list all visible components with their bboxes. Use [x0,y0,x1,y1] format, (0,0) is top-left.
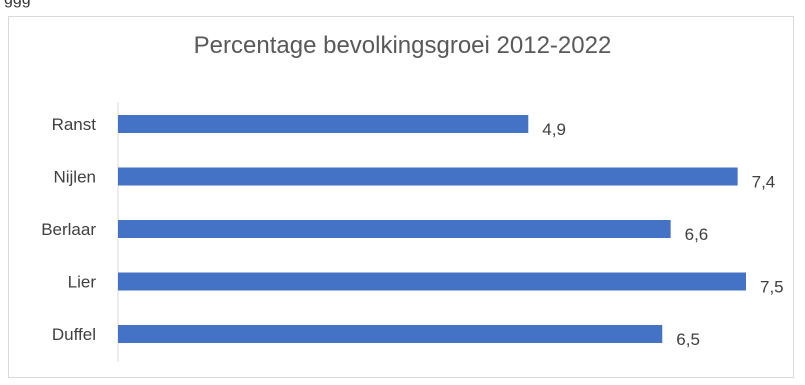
data-label: 4,9 [542,120,566,139]
bar-duffel [118,325,663,343]
chart-title: Percentage bevolkingsgroei 2012-2022 [193,32,612,59]
data-label: 6,6 [685,225,709,244]
category-label: Nijlen [53,168,96,187]
data-label: 6,5 [676,330,700,349]
chart-area [8,16,794,378]
bar-lier [118,272,746,291]
category-label: Duffel [52,325,96,344]
bar-berlaar [118,220,671,238]
bar-nijlen [118,167,738,186]
cropped-text: ggg [4,0,31,9]
cropped-text-fragment: ggg [0,0,120,10]
category-label: Lier [68,273,97,292]
category-label: Berlaar [41,220,96,239]
bar-ranst [118,115,529,133]
category-label: Ranst [52,115,97,134]
data-label: 7,4 [752,173,776,192]
data-label: 7,5 [760,278,784,297]
